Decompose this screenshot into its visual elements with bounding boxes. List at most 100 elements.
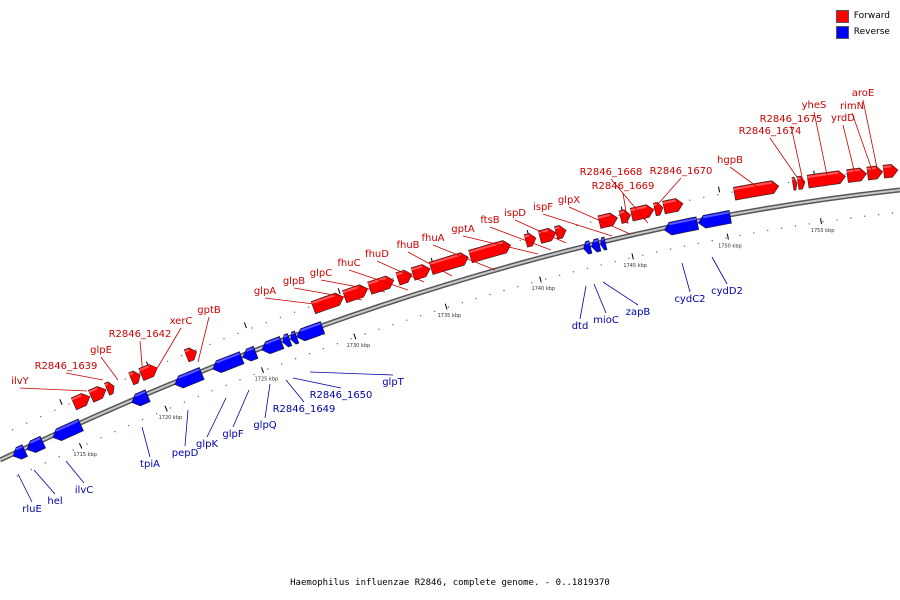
- tick-label: 1730 kbp: [347, 343, 371, 349]
- gene-forward-ispF-shade: [597, 214, 611, 219]
- tick-dot: [251, 327, 253, 329]
- legend-label-reverse: Reverse: [853, 27, 890, 37]
- tick-dot: [545, 278, 547, 280]
- leader-gptB: [197, 316, 210, 363]
- label-R2846_1668: R2846_1668: [580, 167, 643, 178]
- gene-reverse-glpT: [296, 321, 326, 342]
- gene-reverse-rluE: [12, 444, 29, 460]
- leader-ispD: [514, 219, 567, 244]
- leader-mioC: [593, 283, 607, 314]
- gene-reverse-glpQ-shade: [265, 337, 280, 345]
- gene-reverse-dtd: [583, 240, 593, 255]
- tick-mark: [243, 322, 247, 329]
- label-tpiA: tpiA: [140, 459, 160, 470]
- tick-dot: [169, 407, 172, 409]
- tick-dot: [618, 214, 620, 217]
- label-hel: hel: [47, 496, 62, 507]
- tick-dot: [628, 257, 630, 259]
- label-cydD2: cydD2: [711, 286, 743, 297]
- leader-glpE: [100, 356, 119, 381]
- tick-dot: [58, 455, 60, 458]
- tick-dot: [378, 328, 380, 330]
- gene-forward-ispD: [554, 225, 567, 240]
- gene-reverse-cydD2: [697, 210, 732, 229]
- tick-mark: [78, 442, 83, 449]
- legend-item-forward: Forward: [835, 8, 890, 24]
- gene-forward-yrdD: [846, 167, 868, 183]
- tick-dot: [600, 264, 602, 266]
- tick-dot: [461, 302, 464, 304]
- tick-dot: [54, 409, 56, 411]
- gene-forward-glpA-shade: [310, 294, 336, 305]
- gene-forward-glpB: [342, 284, 369, 304]
- gene-forward-gptB: [183, 347, 197, 363]
- tick-dot: [794, 225, 797, 227]
- tick-dot: [731, 191, 733, 193]
- tick-dot: [614, 260, 616, 263]
- tick-dot: [844, 173, 846, 176]
- gene-forward-gptA-shade: [523, 234, 530, 238]
- tick-dot: [225, 384, 227, 386]
- gene-forward-ilvY-shade: [70, 394, 82, 401]
- tick-dot: [519, 239, 521, 242]
- label-R2846_1670: R2846_1670: [650, 166, 713, 177]
- tick-mark: [631, 253, 634, 260]
- gene-reverse-zapB: [600, 236, 608, 251]
- leader-fhuA: [432, 244, 496, 271]
- tick-dot: [420, 315, 422, 317]
- gene-reverse-cydC2: [663, 216, 700, 236]
- tick-dot: [100, 437, 102, 439]
- label-gptB: gptB: [197, 305, 221, 316]
- leader-dtd: [579, 285, 587, 320]
- leader-R2846_1639: [65, 372, 104, 381]
- leader-R2846_1675: [790, 125, 805, 187]
- tick-label: 1725 kbp: [255, 376, 279, 382]
- tick-dot: [128, 424, 130, 427]
- gene-forward-glpB-shade: [342, 285, 360, 294]
- gene-reverse-dtd-shade: [585, 241, 590, 245]
- gene-forward-R2846_1642-shade: [128, 372, 134, 376]
- tick-label: 1715 kbp: [73, 452, 97, 458]
- tick-dot: [590, 221, 592, 223]
- tick-mark: [59, 399, 63, 405]
- leader-R2846_1669: [622, 192, 629, 225]
- tick-dot: [642, 254, 644, 256]
- tick-mark: [444, 303, 448, 310]
- tick-dot: [877, 213, 880, 216]
- leader-rimN: [851, 112, 873, 171]
- tick-dot: [308, 352, 311, 355]
- tick-mark: [260, 367, 265, 374]
- label-R2846_1669: R2846_1669: [592, 181, 655, 192]
- leader-R2846_1670: [643, 177, 682, 221]
- tick-mark: [337, 288, 341, 295]
- tick-dot: [572, 271, 575, 273]
- leader-cydD2: [711, 256, 728, 285]
- tick-dot: [72, 449, 74, 451]
- gene-forward-hgpB-shade: [733, 181, 772, 191]
- gene-reverse-cydD2-shade: [702, 211, 730, 219]
- leader-ispF: [542, 213, 613, 237]
- gene-forward-yrdD-shade: [846, 169, 860, 173]
- gene-reverse-glpT-shade: [300, 322, 321, 332]
- tick-dot: [558, 274, 561, 277]
- label-fhuA: fhuA: [421, 233, 444, 244]
- gene-forward-glpA: [310, 292, 344, 315]
- tick-dot: [392, 277, 394, 279]
- tick-dot: [864, 215, 866, 217]
- gene-reverse-ilvC-shade: [55, 419, 79, 432]
- tick-dot: [475, 297, 477, 300]
- tick-dot: [279, 316, 282, 319]
- label-pepD: pepD: [172, 448, 199, 459]
- tick-dot: [683, 245, 686, 247]
- gene-forward-R2846_1639-shade: [87, 387, 98, 394]
- tick-dot: [307, 306, 310, 308]
- leader-tpiA: [141, 426, 151, 458]
- tick-dot: [656, 251, 658, 253]
- tick-dot: [350, 338, 352, 340]
- label-mioC: mioC: [593, 315, 619, 326]
- gene-reverse-tpiA: [131, 389, 151, 407]
- tick-dot: [253, 373, 255, 376]
- label-ispD: ispD: [504, 208, 526, 219]
- tick-dot: [181, 355, 183, 357]
- label-ilvC: ilvC: [75, 485, 93, 496]
